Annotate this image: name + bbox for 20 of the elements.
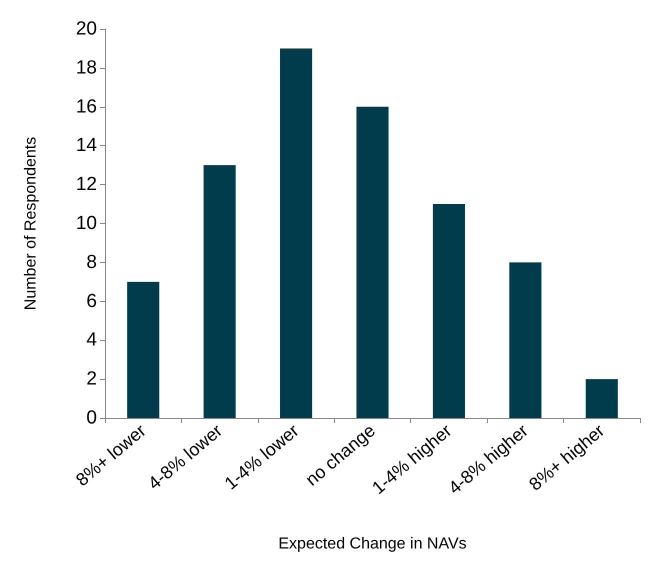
y-tick-label: 0: [86, 408, 97, 428]
y-tick-label: 16: [76, 96, 97, 118]
bar: [432, 204, 465, 418]
y-tick-label: 18: [76, 57, 97, 78]
y-tick-label: 12: [76, 174, 97, 196]
bar: [509, 262, 542, 418]
bar: [356, 106, 389, 418]
bar: [127, 282, 160, 418]
bar: [204, 165, 236, 418]
bar: [586, 379, 618, 418]
y-axis-title: Number of Respondents: [22, 136, 40, 310]
y-tick-label: 2: [86, 368, 97, 390]
y-tick-label: 4: [86, 330, 98, 351]
y-tick-label: 10: [76, 213, 97, 234]
y-tick-label: 14: [76, 135, 98, 156]
bar: [280, 48, 312, 418]
y-tick-label: 8: [86, 252, 97, 273]
x-axis-title: Expected Change in NAVs: [278, 536, 467, 552]
y-tick-label: 20: [76, 18, 97, 40]
y-tick-label: 6: [86, 290, 97, 312]
